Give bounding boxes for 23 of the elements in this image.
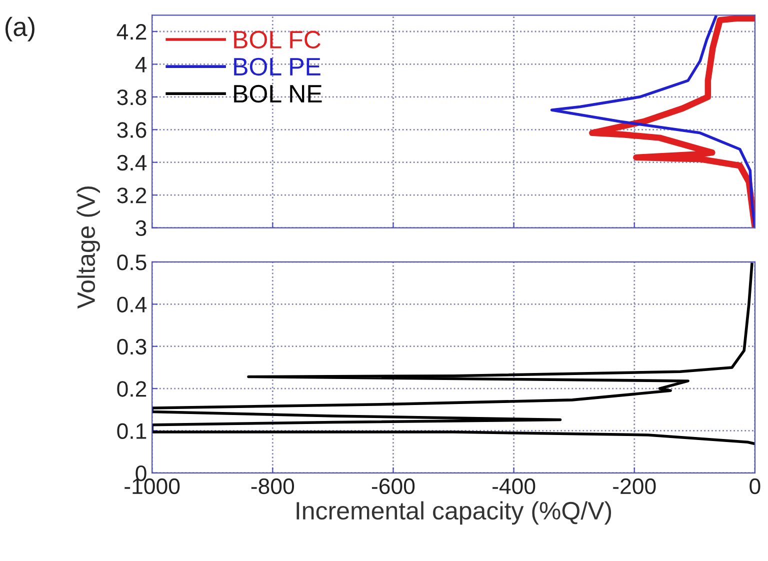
y-tick-label: 3 bbox=[136, 220, 146, 236]
y-tick-label: 3.4 bbox=[117, 154, 147, 171]
x-tick-label: -400 bbox=[492, 478, 536, 494]
x-tick-label: -600 bbox=[372, 478, 415, 494]
x-axis-title: Incremental capacity (%Q/V) bbox=[296, 501, 612, 525]
y-axis-title: Voltage (V) bbox=[76, 186, 100, 309]
legend-label: BOL PE bbox=[234, 58, 320, 76]
y-tick-label: 0.1 bbox=[117, 423, 146, 440]
legend-label: BOL NE bbox=[234, 84, 322, 103]
y-tick-label: 4 bbox=[135, 56, 147, 72]
y-tick-label: 4.2 bbox=[116, 24, 146, 40]
y-tick-label: 0.3 bbox=[117, 338, 146, 355]
x-tick-label: -200 bbox=[613, 478, 656, 494]
text: (a) bbox=[5, 16, 34, 42]
y-tick-label: 3.6 bbox=[117, 122, 146, 138]
x-tick-label: 0 bbox=[750, 478, 760, 494]
x-tick-label: -800 bbox=[251, 478, 294, 494]
y-tick-label: 3.8 bbox=[117, 89, 146, 106]
y-tick-label: 0.4 bbox=[117, 296, 147, 312]
y-tick-label: 3.2 bbox=[117, 188, 146, 204]
legend-label: BOL FC bbox=[234, 30, 320, 49]
y-tick-label: 0.2 bbox=[117, 381, 146, 397]
y-tick-label: 0.5 bbox=[117, 254, 146, 270]
